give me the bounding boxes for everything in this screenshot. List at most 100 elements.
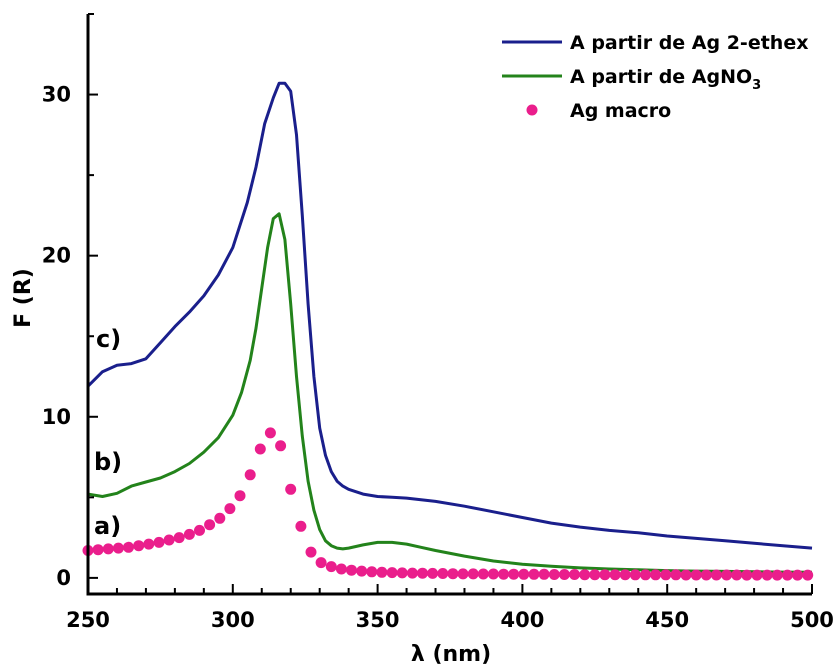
data-point bbox=[741, 569, 753, 581]
legend-swatch-ag-macro bbox=[526, 104, 538, 116]
legend-label-ag-2-ethex: A partir de Ag 2-ethex bbox=[570, 32, 808, 54]
x-tick-label: 350 bbox=[356, 608, 400, 632]
data-point bbox=[254, 443, 266, 455]
curve-label-ag-2-ethex: c) bbox=[96, 325, 121, 353]
data-point bbox=[224, 503, 236, 515]
data-point bbox=[690, 569, 702, 581]
data-point bbox=[558, 569, 570, 580]
data-point bbox=[792, 569, 803, 581]
data-point bbox=[335, 563, 347, 575]
data-point bbox=[508, 568, 520, 580]
x-tick-label: 300 bbox=[211, 608, 255, 632]
data-point bbox=[366, 566, 378, 578]
data-point bbox=[680, 569, 692, 581]
legend-label-ag-macro: Ag macro bbox=[570, 100, 671, 122]
data-point bbox=[660, 569, 672, 581]
legend-text: Ag macro bbox=[570, 100, 671, 122]
data-point bbox=[325, 561, 337, 573]
data-point bbox=[457, 568, 469, 580]
data-point bbox=[447, 568, 459, 580]
curve-label-agno3: b) bbox=[94, 448, 122, 476]
data-point bbox=[112, 542, 124, 554]
x-tick-label: 250 bbox=[66, 608, 110, 632]
data-point bbox=[629, 569, 641, 581]
data-point bbox=[417, 567, 428, 579]
data-point bbox=[477, 568, 489, 580]
data-point bbox=[92, 544, 104, 556]
legend-text: A partir de Ag 2-ethex bbox=[570, 32, 808, 54]
curve-label-ag-macro: a) bbox=[94, 512, 121, 540]
data-point bbox=[386, 567, 398, 579]
curve-labels: c) b) a) bbox=[94, 325, 122, 540]
data-point bbox=[710, 569, 722, 581]
data-point bbox=[609, 569, 621, 581]
data-point bbox=[346, 564, 357, 576]
data-point bbox=[285, 483, 297, 495]
legend-subscript: 3 bbox=[752, 78, 761, 93]
axes: 250 300 350 400 450 500 0 10 20 30 bbox=[42, 13, 834, 632]
data-point bbox=[650, 569, 662, 581]
x-axis-title: λ (nm) bbox=[411, 642, 491, 666]
data-point bbox=[305, 546, 317, 558]
data-point bbox=[376, 566, 388, 578]
data-point bbox=[781, 569, 793, 581]
data-point bbox=[123, 541, 134, 553]
data-point bbox=[264, 427, 276, 439]
data-point bbox=[214, 512, 226, 524]
data-point bbox=[183, 528, 195, 540]
data-point bbox=[487, 568, 499, 580]
data-point bbox=[315, 557, 327, 569]
data-point bbox=[173, 532, 185, 544]
data-point bbox=[295, 520, 307, 532]
data-point bbox=[771, 569, 783, 581]
data-point bbox=[234, 490, 246, 502]
data-point bbox=[498, 568, 510, 580]
y-tick-label: 30 bbox=[42, 83, 71, 107]
x-tick-label: 400 bbox=[500, 608, 544, 632]
data-point bbox=[102, 543, 114, 555]
data-point bbox=[133, 540, 145, 552]
y-axis-title: F (R) bbox=[11, 268, 36, 328]
data-point bbox=[427, 567, 439, 579]
data-point bbox=[802, 569, 814, 581]
y-tick-label: 0 bbox=[56, 566, 71, 590]
data-point bbox=[548, 569, 560, 580]
data-point bbox=[467, 568, 479, 580]
series-line-agno3 bbox=[87, 212, 813, 574]
data-point bbox=[204, 519, 216, 531]
data-point bbox=[538, 568, 550, 580]
legend-label-agno3: A partir de AgNO3 bbox=[570, 66, 761, 93]
data-point bbox=[396, 567, 408, 579]
data-point bbox=[579, 569, 591, 581]
y-tick-label: 10 bbox=[42, 405, 71, 429]
data-point bbox=[356, 565, 368, 577]
data-point bbox=[528, 568, 540, 580]
data-point bbox=[619, 569, 631, 581]
data-point bbox=[406, 567, 418, 579]
plot-area bbox=[82, 81, 814, 581]
data-point bbox=[143, 538, 155, 550]
y-tick-label: 20 bbox=[42, 244, 71, 268]
data-point bbox=[275, 440, 287, 452]
data-point bbox=[163, 534, 175, 546]
x-tick-label: 450 bbox=[645, 608, 689, 632]
data-point bbox=[700, 569, 712, 581]
data-point bbox=[194, 524, 205, 536]
data-point bbox=[569, 569, 580, 580]
x-tick-label: 500 bbox=[790, 608, 834, 632]
data-point bbox=[761, 569, 773, 581]
data-point bbox=[731, 569, 743, 581]
data-point bbox=[153, 536, 165, 548]
series-markers-ag-macro bbox=[82, 427, 814, 581]
data-point bbox=[721, 569, 733, 581]
data-point bbox=[589, 569, 601, 581]
data-point bbox=[751, 569, 763, 581]
data-point bbox=[244, 469, 256, 481]
series-line-ag-2-ethex bbox=[86, 81, 813, 550]
data-point bbox=[437, 568, 449, 579]
data-point bbox=[599, 569, 611, 581]
data-point bbox=[640, 569, 651, 581]
legend-text: A partir de AgNO bbox=[570, 66, 752, 88]
